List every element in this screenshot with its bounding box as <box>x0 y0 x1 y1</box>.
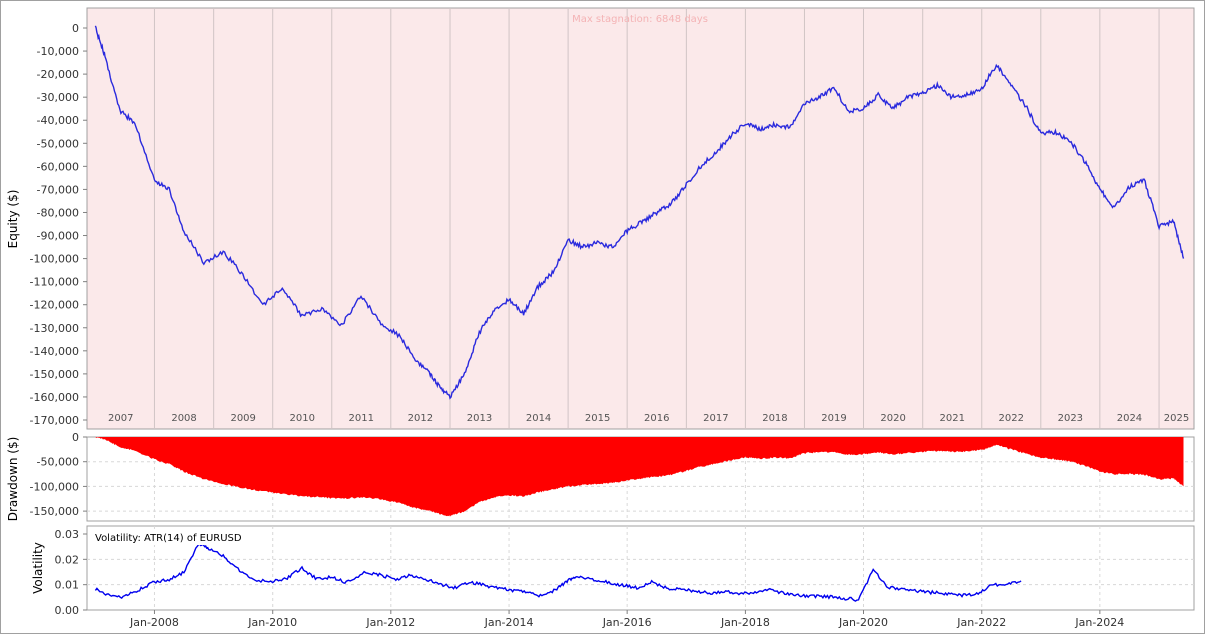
equity-y-tick-label: -160,000 <box>30 391 79 404</box>
volatility-y-tick-label: 0.03 <box>55 528 80 541</box>
volatility-x-tick-label: Jan-2022 <box>956 616 1006 629</box>
equity-y-tick-label: -30,000 <box>37 91 79 104</box>
volatility-x-tick-label: Jan-2018 <box>720 616 770 629</box>
volatility-x-tick-label: Jan-2016 <box>602 616 652 629</box>
equity-year-label: 2007 <box>108 413 133 424</box>
equity-y-tick-label: -150,000 <box>30 368 79 381</box>
equity-y-tick-label: -110,000 <box>30 276 79 289</box>
equity-year-label: 2013 <box>467 413 492 424</box>
drawdown-y-axis: 0 -50,000 -100,000 -150,000 <box>30 431 87 518</box>
equity-year-label: 2020 <box>880 413 905 424</box>
equity-y-tick-label: -120,000 <box>30 299 79 312</box>
equity-y-tick-label: -130,000 <box>30 322 79 335</box>
equity-year-label: 2010 <box>290 413 315 424</box>
volatility-y-tick-label: 0.00 <box>55 604 80 617</box>
volatility-series-line <box>94 543 1022 602</box>
volatility-y-axis-label: Volatility <box>31 542 45 594</box>
drawdown-y-tick-label: -100,000 <box>30 480 79 493</box>
equity-y-tick-label: -60,000 <box>37 160 79 173</box>
drawdown-y-axis-label: Drawdown ($) <box>6 437 20 522</box>
equity-y-tick-label: 0 <box>72 22 79 35</box>
equity-year-label: 2009 <box>230 413 255 424</box>
equity-y-axis-label: Equity ($) <box>6 190 20 249</box>
equity-year-label: 2016 <box>644 413 669 424</box>
equity-year-label: 2017 <box>703 413 728 424</box>
equity-year-label: 2023 <box>1058 413 1083 424</box>
equity-y-tick-label: -80,000 <box>37 206 79 219</box>
equity-y-tick-label: -20,000 <box>37 68 79 81</box>
volatility-x-tick-label: Jan-2014 <box>484 616 534 629</box>
drawdown-y-tick-label: -150,000 <box>30 505 79 518</box>
equity-year-label: 2011 <box>349 413 374 424</box>
volatility-x-tick-label: Jan-2020 <box>838 616 888 629</box>
volatility-x-tick-label: Jan-2024 <box>1074 616 1124 629</box>
equity-year-labels: 2007 2008 2009 2010 2011 2012 2013 2014 2015 2016… <box>108 413 1189 424</box>
volatility-x-tick-label: Jan-2012 <box>365 616 415 629</box>
equity-year-label: 2022 <box>999 413 1024 424</box>
volatility-grid <box>87 526 1194 610</box>
volatility-legend: Volatility: ATR(14) of EURUSD <box>95 533 242 544</box>
volatility-y-tick-label: 0.02 <box>55 553 80 566</box>
equity-y-tick-label: -100,000 <box>30 253 79 266</box>
volatility-y-tick-label: 0.01 <box>55 579 80 592</box>
equity-year-label: 2019 <box>821 413 846 424</box>
equity-y-tick-label: -70,000 <box>37 183 79 196</box>
volatility-x-tick-label: Jan-2008 <box>129 616 179 629</box>
equity-year-label: 2008 <box>171 413 196 424</box>
volatility-legend-box <box>92 530 264 545</box>
equity-year-label: 2014 <box>526 413 551 424</box>
equity-grid <box>153 8 1160 429</box>
equity-year-label: 2018 <box>762 413 787 424</box>
equity-year-label: 2012 <box>408 413 433 424</box>
volatility-x-tick-label: Jan-2010 <box>247 616 297 629</box>
equity-y-tick-label: -50,000 <box>37 137 79 150</box>
equity-series-line <box>94 25 1185 400</box>
equity-year-label: 2025 <box>1164 413 1189 424</box>
equity-y-tick-label: -40,000 <box>37 114 79 127</box>
volatility-y-axis: 0.03 0.02 0.01 0.00 <box>55 528 87 617</box>
volatility-plot-area <box>86 525 1195 611</box>
volatility-x-axis: Jan-2008 Jan-2010 Jan-2012 Jan-2014 Jan-2016… <box>129 610 1124 629</box>
equity-year-label: 2021 <box>940 413 965 424</box>
equity-year-label: 2015 <box>585 413 610 424</box>
equity-y-tick-label: -90,000 <box>37 230 79 243</box>
equity-year-label: 2024 <box>1117 413 1142 424</box>
equity-y-tick-label: -140,000 <box>30 345 79 358</box>
drawdown-series-area <box>95 437 1184 517</box>
drawdown-y-tick-label: -50,000 <box>37 456 79 469</box>
equity-y-tick-label: -170,000 <box>30 414 79 427</box>
equity-y-axis: 0 -10,000 -20,000 -30,000 -40,000 -50,000 -60,… <box>30 22 87 427</box>
max-stagnation-annotation: Max stagnation: 6848 days <box>572 14 708 25</box>
equity-y-tick-label: -10,000 <box>37 45 79 58</box>
drawdown-y-tick-label: 0 <box>72 431 79 444</box>
equity-plot-area <box>86 7 1195 430</box>
